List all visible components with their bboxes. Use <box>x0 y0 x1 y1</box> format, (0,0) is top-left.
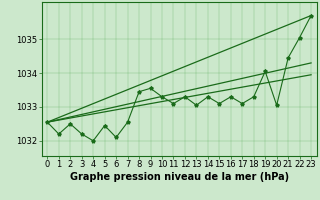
X-axis label: Graphe pression niveau de la mer (hPa): Graphe pression niveau de la mer (hPa) <box>70 172 289 182</box>
